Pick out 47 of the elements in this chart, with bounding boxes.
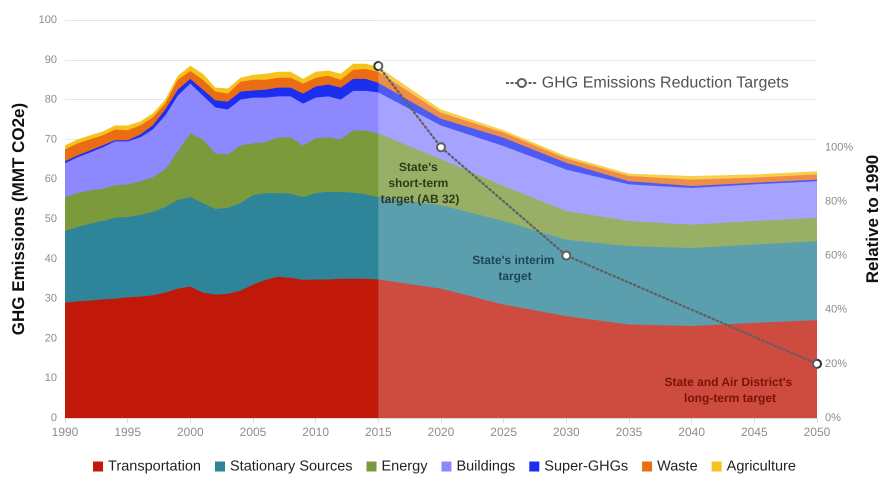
y-tick-label: 0 xyxy=(50,412,57,424)
legend-label: Buildings xyxy=(456,458,516,474)
point xyxy=(373,61,384,72)
y2-tick-label: 60% xyxy=(824,250,848,262)
legend-label: Stationary Sources xyxy=(230,458,353,474)
y2-tick-label: 80% xyxy=(824,195,848,208)
x-tick-label: 2050 xyxy=(804,425,831,439)
x-tick-label: 2030 xyxy=(552,425,580,439)
y2-tick-label: 0% xyxy=(824,412,842,424)
x-tick-label: 2045 xyxy=(740,425,768,439)
x-tick-label: 1990 xyxy=(52,425,79,439)
x-tick-label: 2025 xyxy=(490,425,518,439)
x-tick-label: 2040 xyxy=(678,425,706,439)
y-axis-title: GHG Emissions (MMT CO2e) xyxy=(9,102,28,336)
y-tick-label: 30 xyxy=(44,292,57,305)
x-tick-label: 2015 xyxy=(364,425,392,439)
point xyxy=(561,250,572,261)
y-tick-label: 20 xyxy=(44,332,57,344)
point xyxy=(436,142,446,152)
y2-tick-label: 100% xyxy=(824,141,854,154)
x-tick-label: 2020 xyxy=(428,425,455,439)
x-tick-label: 2035 xyxy=(616,425,643,439)
y-tick-label: 60 xyxy=(44,173,57,186)
legend-label: Energy xyxy=(382,458,428,474)
annotation: State's short-term target (AB 32) xyxy=(380,160,460,206)
x-tick-label: 1995 xyxy=(114,425,142,439)
annotation: State's interim target xyxy=(472,253,558,283)
annotation: State and Air District's long-term target xyxy=(664,375,796,405)
x-tick-label: 2005 xyxy=(240,425,267,439)
legend-label: Transportation xyxy=(108,458,202,474)
y-tick-label: 90 xyxy=(44,54,57,66)
legend-label: Agriculture xyxy=(726,458,796,474)
x-tick-label: 2000 xyxy=(176,425,204,439)
y-tick-label: 80 xyxy=(44,94,57,106)
legend-label: Super-GHGs xyxy=(544,458,628,474)
y2-tick-label: 40% xyxy=(824,304,848,316)
legend-label: GHG Emissions Reduction Targets xyxy=(542,74,789,92)
y-tick-label: 70 xyxy=(44,133,57,146)
point xyxy=(812,358,822,369)
y2-axis-title: Relative to 1990 xyxy=(863,154,882,284)
y-tick-label: 40 xyxy=(44,252,57,265)
x-tick-label: 2010 xyxy=(302,425,330,439)
legend-label: Waste xyxy=(657,458,698,474)
y2-tick-label: 20% xyxy=(824,358,848,370)
y-tick-label: 50 xyxy=(44,213,57,225)
y-tick-label: 100 xyxy=(38,14,57,26)
y-tick-label: 10 xyxy=(44,372,57,384)
